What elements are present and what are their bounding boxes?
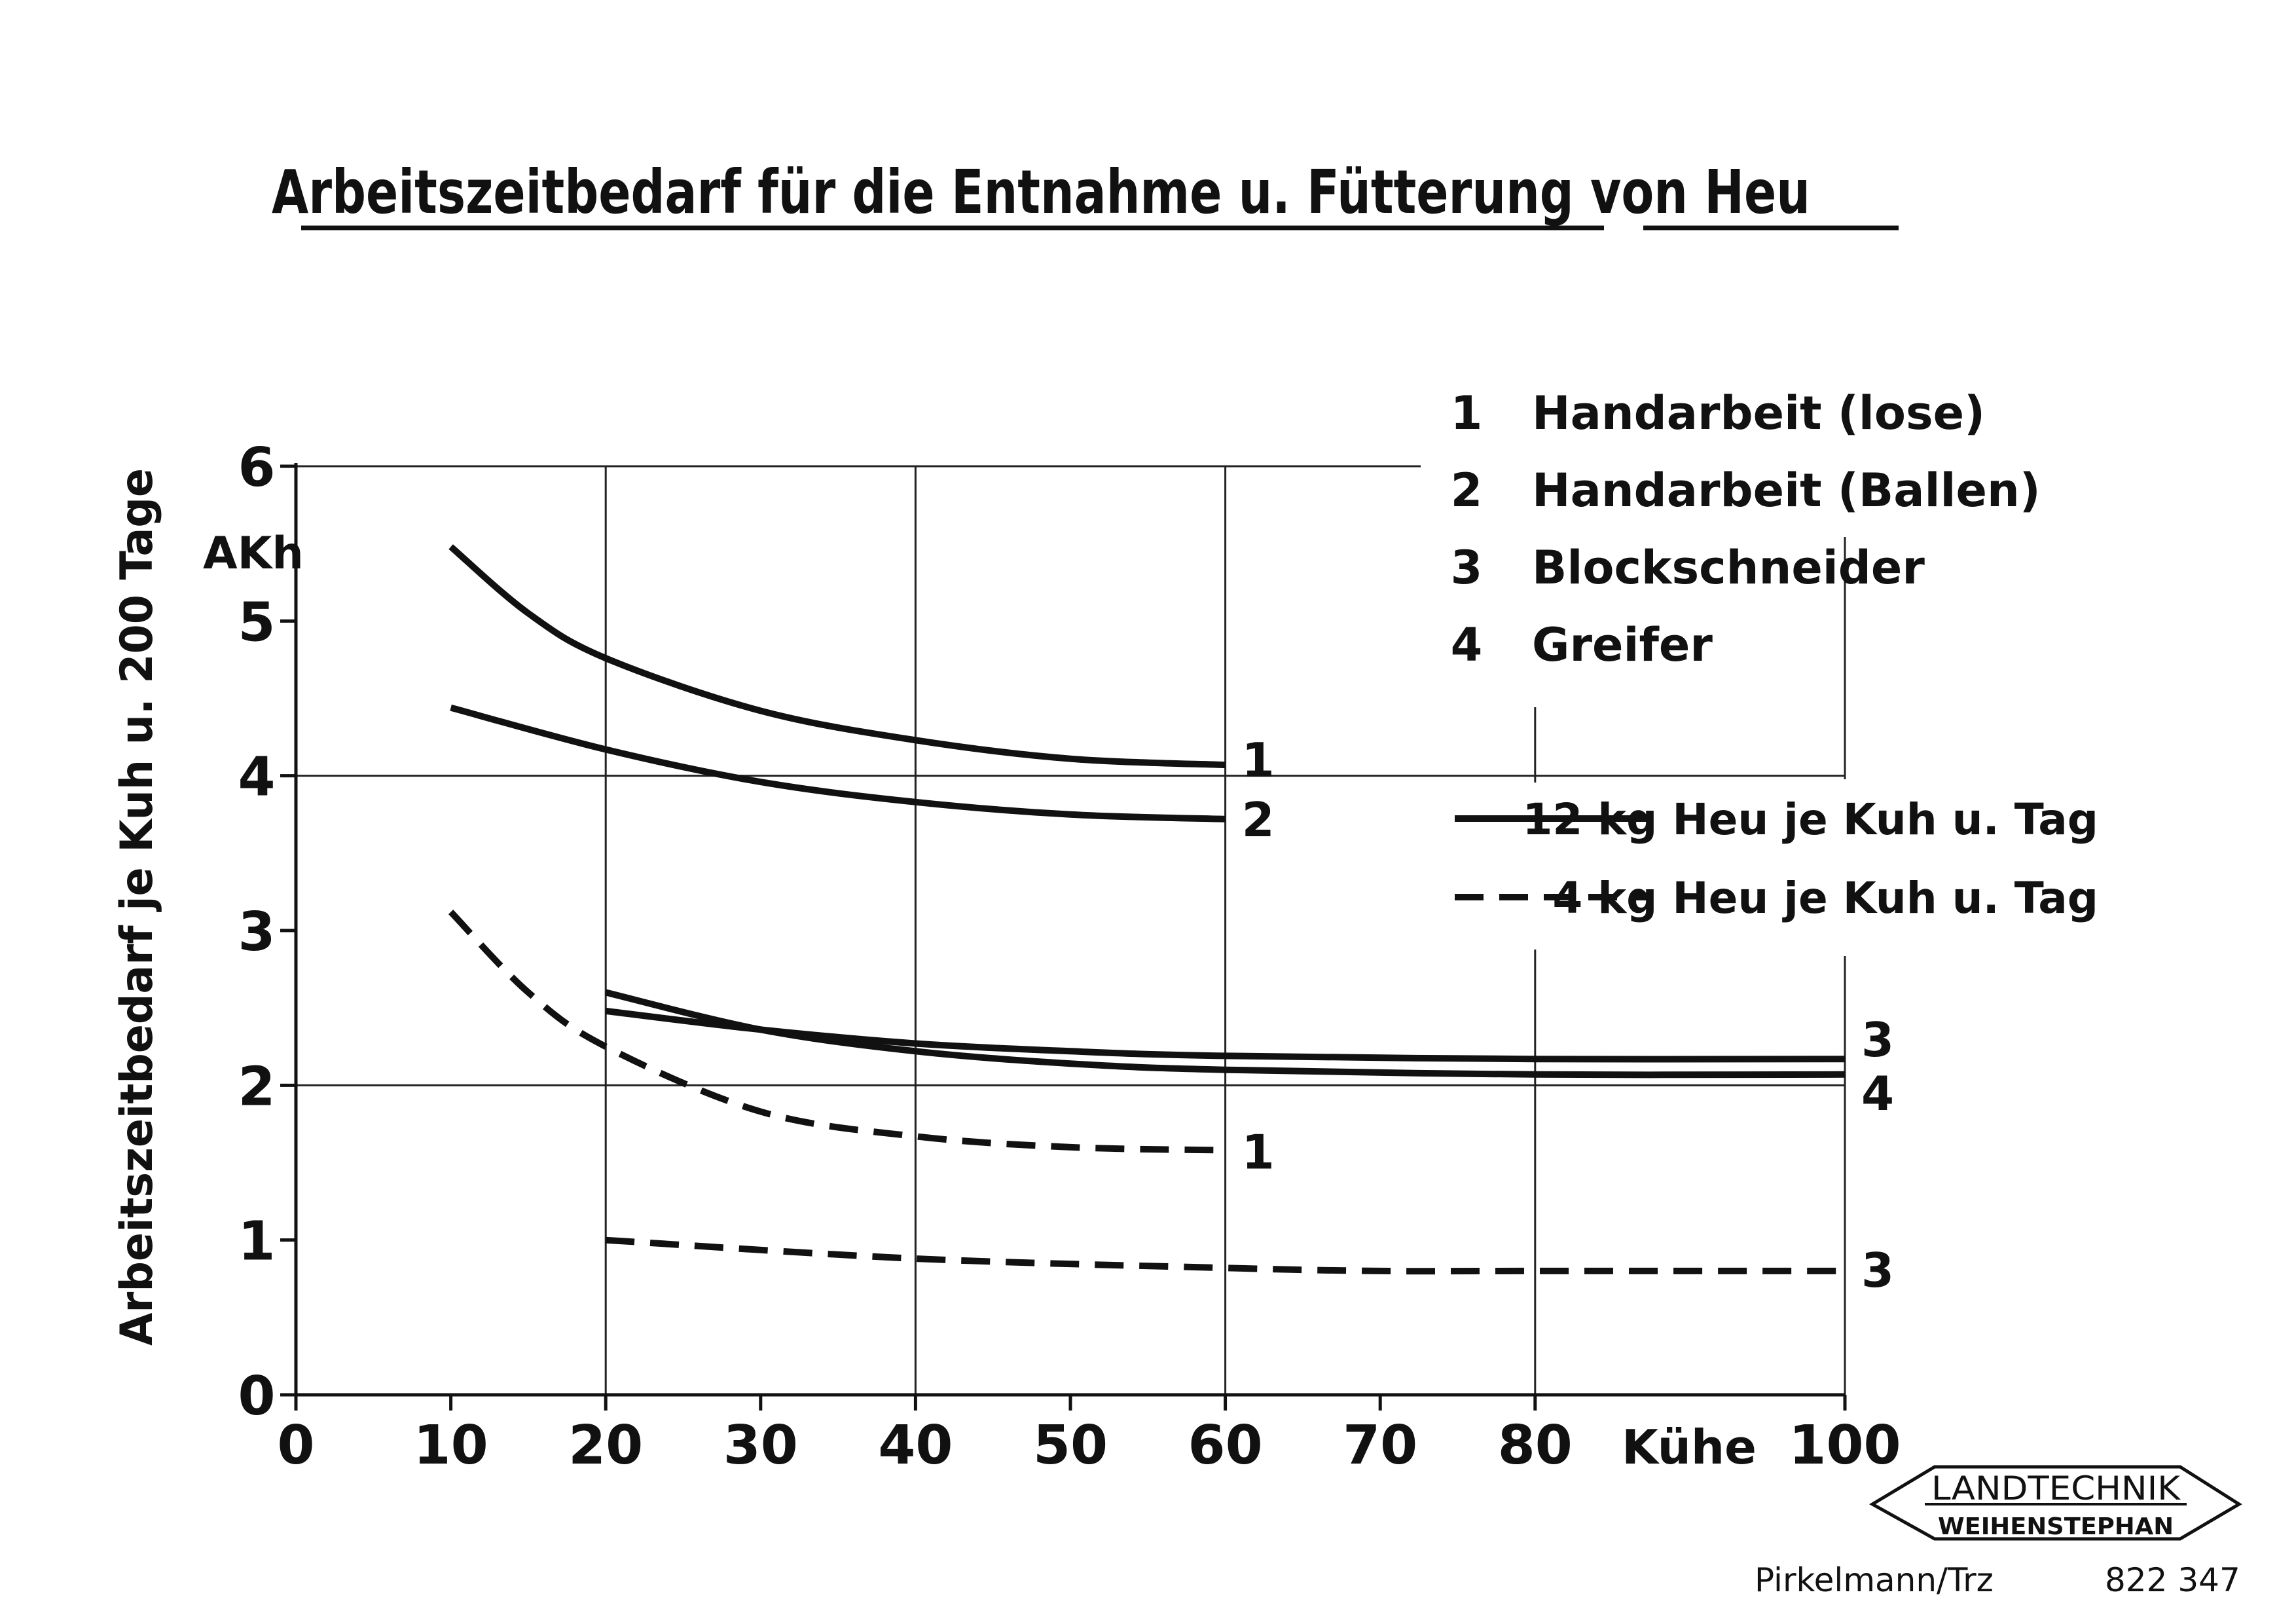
series-end-label-solid-2: 2 (1242, 792, 1275, 847)
y-tick-label-6: 6 (238, 437, 275, 499)
grid (296, 465, 1846, 1395)
y-axis-unit: AKh (203, 528, 304, 580)
legend: 1 Handarbeit (lose) 2 Handarbeit (Ballen) 3 B… (1451, 386, 2098, 923)
series-end-label-solid-4: 4 (1861, 1066, 1894, 1121)
series-end-label-solid-3: 3 (1861, 1012, 1894, 1067)
y-tick-label-2: 2 (238, 1056, 275, 1118)
series-line-solid-2 (450, 704, 1226, 822)
x-tick-label-60: 60 (1188, 1414, 1263, 1477)
series-line-dashed-1 (448, 910, 1226, 1154)
series-end-label-dashed-1: 1 (1242, 1125, 1275, 1180)
legend-method-name-1: Handarbeit (lose) (1532, 386, 1985, 440)
logo-line2: WEIHENSTEPHAN (1938, 1513, 2174, 1540)
y-tick-label-1: 1 (238, 1211, 275, 1273)
series-line-solid-1 (448, 544, 1226, 769)
legend-line-label-solid: 12 kg Heu je Kuh u. Tag (1522, 794, 2098, 845)
landtechnik-logo: LANDTECHNIK WEIHENSTEPHAN (1869, 1465, 2242, 1541)
legend-method-number-2: 2 (1451, 464, 1483, 517)
series-line-solid-4 (605, 989, 1846, 1079)
logo-line1: LANDTECHNIK (1931, 1469, 2181, 1507)
x-tick-label-100: 100 (1789, 1414, 1901, 1477)
y-tick-label-5: 5 (238, 591, 275, 654)
legend-method-name-2: Handarbeit (Ballen) (1532, 464, 2041, 517)
y-tick-label-4: 4 (238, 747, 275, 809)
x-tick-label-80: 80 (1498, 1414, 1573, 1477)
x-tick-label-20: 20 (568, 1414, 643, 1477)
legend-line-label-dashed: 4 kg Heu je Kuh u. Tag (1552, 873, 2098, 923)
axes (280, 463, 1847, 1411)
x-tick-label-50: 50 (1033, 1414, 1108, 1477)
y-tick-label-0: 0 (238, 1365, 275, 1428)
legend-method-number-3: 3 (1451, 541, 1483, 595)
x-tick-label-0: 0 (277, 1414, 314, 1477)
x-axis-title: Kühe (1622, 1420, 1757, 1475)
legend-method-name-3: Blockschneider (1532, 541, 1925, 595)
footer-author: Pirkelmann/Trz (1755, 1561, 1994, 1599)
legend-method-number-4: 4 (1451, 618, 1483, 672)
x-tick-label-70: 70 (1343, 1414, 1417, 1477)
x-tick-label-40: 40 (878, 1414, 953, 1477)
series-end-label-solid-1: 1 (1242, 733, 1275, 788)
y-axis-title: Arbeitszeitbedarf je Kuh u. 200 Tage (111, 468, 163, 1346)
footer-number: 822 347 (2105, 1561, 2240, 1599)
legend-method-number-1: 1 (1451, 386, 1483, 440)
series-end-label-dashed-3: 3 (1861, 1243, 1894, 1298)
legend-method-name-4: Greifer (1532, 618, 1713, 672)
x-tick-label-30: 30 (723, 1414, 798, 1477)
x-tick-label-10: 10 (414, 1414, 488, 1477)
chart-title: Arbeitszeitbedarf für die Entnahme u. Fü… (272, 157, 1810, 227)
series-line-dashed-3 (605, 1236, 1845, 1275)
y-tick-label-3: 3 (238, 901, 275, 963)
